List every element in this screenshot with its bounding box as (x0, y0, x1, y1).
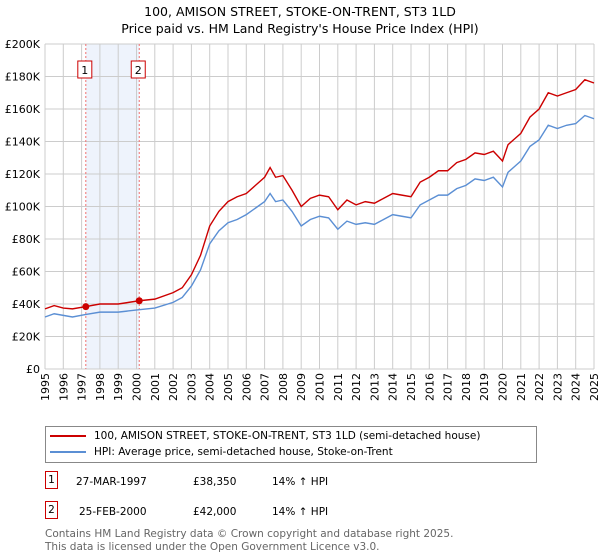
date: 25-FEB-2000 (79, 506, 147, 518)
x-tick-label: 1999 (112, 373, 125, 401)
footer: Contains HM Land Registry data © Crown c… (45, 528, 453, 554)
x-tick-label: 2021 (515, 373, 528, 401)
x-tick-label: 2023 (551, 373, 564, 401)
sale-label: 2 (135, 64, 142, 77)
x-tick-label: 2007 (259, 373, 272, 401)
series-line (44, 114, 595, 318)
x-tick-label: 2010 (314, 373, 327, 401)
hpi-change: 14% ↑ HPI (272, 506, 329, 518)
chart-title: 100, AMISON STREET, STOKE-ON-TRENT, ST3 … (0, 3, 600, 37)
price-chart: 1995 1996 1997 1998 1999 2000 2001 2002 2003 2004… (5, 38, 600, 401)
y-tick-label: £20K (12, 331, 41, 344)
x-tick-label: 1995 (39, 373, 52, 401)
x-tick-label: 2024 (570, 373, 583, 401)
date: 27-MAR-1997 (76, 476, 147, 488)
y-tick-label: £180K (5, 71, 41, 84)
legend-blue-line (50, 451, 86, 453)
y-tick-label: £160K (5, 103, 41, 116)
y-tick-label: £80K (12, 233, 41, 246)
x-tick-label: 2001 (149, 373, 162, 401)
legend: 100, AMISON STREET, STOKE-ON-TRENT, ST3 … (45, 426, 537, 463)
x-tick-label: 2002 (167, 373, 180, 401)
marker-badge: 2 (45, 501, 58, 519)
x-tick-label: 2005 (222, 373, 235, 401)
hpi-change: 14% ↑ HPI (272, 476, 329, 488)
legend-label-hpi: HPI: Average price, semi-detached house,… (94, 446, 393, 458)
x-tick-label: 2018 (460, 373, 473, 401)
x-tick-label: 2016 (423, 373, 436, 401)
sale-label: 1 (81, 64, 88, 77)
footer-line: This data is licensed under the Open Gov… (45, 541, 380, 553)
x-tick-label: 2015 (405, 373, 418, 401)
y-tick-label: £140K (5, 136, 41, 149)
x-tick-label: 2025 (588, 373, 600, 401)
sale-point (135, 297, 143, 305)
subtitle: Price paid vs. HM Land Registry's House … (121, 21, 479, 36)
x-tick-label: 2004 (204, 373, 217, 401)
legend-label-property: 100, AMISON STREET, STOKE-ON-TRENT, ST3 … (94, 430, 481, 442)
x-tick-label: 1997 (76, 373, 89, 401)
price: £42,000 (193, 506, 237, 518)
x-tick-label: 1996 (57, 373, 70, 401)
x-tick-label: 2020 (497, 373, 510, 401)
y-tick-label: £60K (12, 266, 41, 279)
sale-label-box (77, 60, 93, 79)
x-tick-label: 2006 (240, 373, 253, 401)
marker-badge: 1 (45, 471, 58, 489)
x-tick-label: 2003 (185, 373, 198, 401)
y-tick-label: £120K (5, 168, 41, 181)
y-tick-label: £40K (12, 298, 41, 311)
x-tick-label: 2011 (332, 373, 345, 401)
x-tick-label: 1998 (94, 373, 107, 401)
x-tick-label: 2013 (368, 373, 381, 401)
sale-point (82, 303, 90, 311)
footer-line: Contains HM Land Registry data © Crown c… (45, 528, 454, 540)
price: £38,350 (193, 476, 237, 488)
x-tick-label: 2017 (442, 373, 455, 401)
legend-red-line (50, 435, 86, 437)
x-tick-label: 2000 (131, 373, 144, 401)
x-tick-label: 2019 (478, 373, 491, 401)
sale-label-box (130, 60, 146, 79)
title: 100, AMISON STREET, STOKE-ON-TRENT, ST3 … (144, 4, 456, 19)
x-tick-label: 2009 (295, 373, 308, 401)
x-tick-label: 2012 (350, 373, 363, 401)
series-line (44, 78, 595, 310)
y-tick-label: £200K (5, 38, 41, 51)
x-tick-label: 2014 (387, 373, 400, 401)
x-tick-label: 2008 (277, 373, 290, 401)
y-tick-label: £0 (26, 363, 40, 376)
y-tick-label: £100K (5, 201, 41, 214)
x-tick-label: 2022 (533, 373, 546, 401)
